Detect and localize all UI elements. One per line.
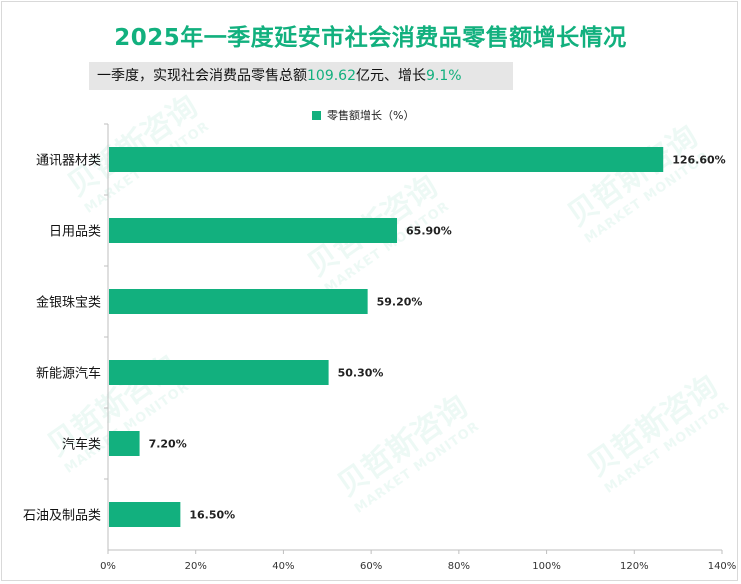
x-tick-label: 120% [620,561,649,572]
data-label: 50.30% [338,367,384,380]
subtitle-middle: 亿元、增长 [356,68,426,84]
x-tick-label: 80% [448,561,470,572]
category-label: 石油及制品类 [23,509,101,524]
category-label: 日用品类 [49,225,101,240]
data-label: 59.20% [377,296,423,309]
data-label: 126.60% [672,154,725,167]
subtitle-growth: 9.1% [426,68,462,84]
x-tick-label: 0% [100,561,116,572]
x-tick-label: 20% [185,561,207,572]
subtitle-amount: 109.62 [307,68,356,84]
x-tick-label: 100% [532,561,561,572]
category-label: 汽车类 [62,437,101,453]
chart-legend: 零售额增长（%） [312,107,414,123]
x-tick-label: 140% [708,561,737,572]
chart-subtitle: 一季度，实现社会消费品零售总额109.62亿元、增长9.1% [89,62,513,90]
data-label: 7.20% [149,438,187,451]
data-label: 65.90% [406,225,452,238]
legend-swatch [312,110,321,120]
bar [109,431,140,456]
bar [109,147,664,172]
data-label: 16.50% [189,509,235,522]
bar [109,502,181,527]
bar [109,218,398,243]
legend-label: 零售额增长（%） [327,109,415,122]
chart-title: 2025年一季度延安市社会消费品零售额增长情况 [114,25,627,51]
bar [109,360,329,385]
category-label: 金银珠宝类 [36,295,101,311]
category-label: 新能源汽车 [36,366,101,382]
x-tick-label: 60% [360,561,382,572]
category-label: 通讯器材类 [36,154,101,169]
x-tick-label: 40% [272,561,294,572]
bar [109,289,368,314]
subtitle-prefix: 一季度，实现社会消费品零售总额 [97,68,307,84]
